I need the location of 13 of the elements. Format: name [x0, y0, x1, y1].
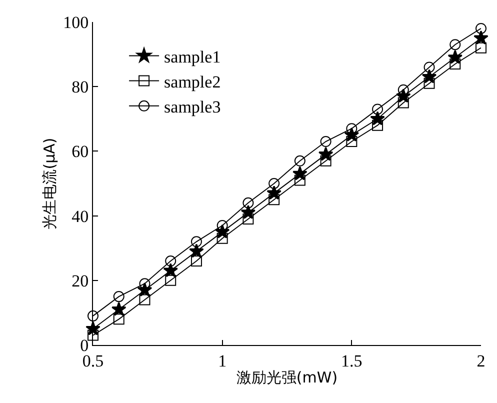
y-tick-label: 80: [72, 78, 89, 97]
legend-label: sample2: [164, 72, 221, 92]
y-tick-label: 20: [72, 271, 89, 290]
legend-label: sample1: [164, 47, 221, 66]
y-tick-label: 40: [72, 206, 89, 226]
y-tick-label: 100: [63, 12, 89, 32]
y-tick-label: 60: [72, 142, 89, 162]
x-tick-label: 1: [218, 351, 227, 370]
y-axis-title: 光生电流(μA): [40, 138, 58, 230]
legend-label: sample3: [164, 98, 221, 117]
x-tick-label: 1.5: [341, 351, 362, 370]
x-tick-label: 2: [476, 351, 486, 370]
x-axis-title: 激励光强(mW): [236, 368, 338, 386]
